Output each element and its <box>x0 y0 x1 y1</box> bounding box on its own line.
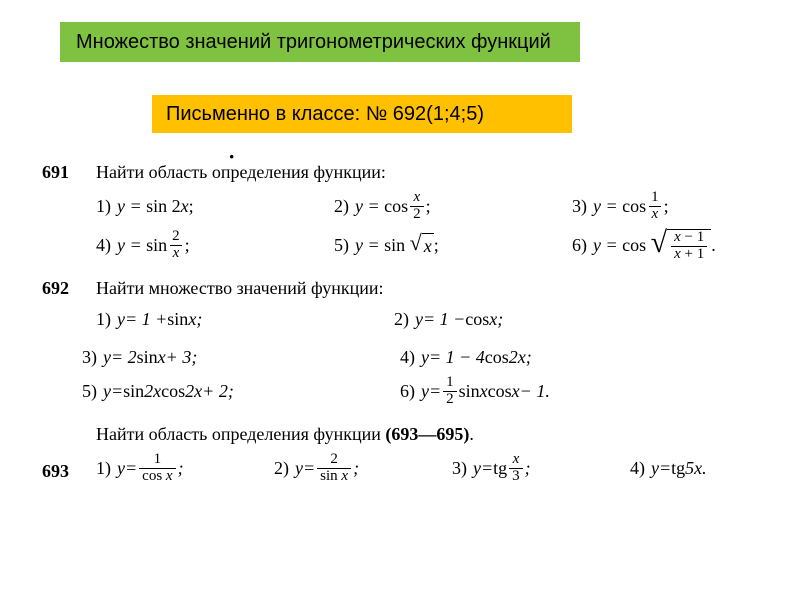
problem-693-items: 1) y = 1cos x; 2) y = 2sin x; 3) y = tg … <box>96 452 762 491</box>
expr-693-3: y = tg x3; <box>473 452 531 485</box>
expr-691-4: y = sin 2x; <box>117 229 190 262</box>
sqrt-frac: √ x − 1x + 1 <box>651 229 712 263</box>
item-692-3: 3) y = 2 sin x + 3; <box>82 345 382 369</box>
item-692-5: 5) y = sin 2x cos 2x + 2; <box>82 379 382 403</box>
expr-692-4: y = 1 − 4 cos 2x; <box>421 345 532 369</box>
item-692-4: 4) y = 1 − 4 cos 2x; <box>400 345 532 369</box>
item-693-2: 2) y = 2sin x; <box>274 452 434 485</box>
item-692-2: 2) y = 1 − cos x; <box>394 307 503 331</box>
problem-693-row: 693 1) y = 1cos x; 2) y = 2sin x; 3) y =… <box>42 452 762 491</box>
problem-691-header: 691 Найти область определения функции: <box>42 160 762 184</box>
range-heading-row: Найти область определения функции (693—6… <box>42 422 762 446</box>
label-6: 6) <box>572 233 587 257</box>
expr-693-4: y = tg 5x. <box>651 456 707 480</box>
item-691-1: 1) y = sin 2x; <box>96 194 316 218</box>
frac-x-3: x3 <box>509 452 523 485</box>
frac-xm1-xp1: x − 1x + 1 <box>671 230 707 263</box>
frac-x-2: x2 <box>410 190 424 223</box>
label-3: 3) <box>572 194 587 218</box>
expr-692-1: y = 1 + sin x; <box>117 307 202 331</box>
problem-692-number: 692 <box>42 276 96 300</box>
item-693-3: 3) y = tg x3; <box>452 452 612 485</box>
title-banner: Множество значений тригонометрических фу… <box>60 22 580 62</box>
problem-691-items: 1) y = sin 2x; 2) y = cos x2; 3) y = cos… <box>96 190 762 268</box>
expr-691-5: y = sin √x; <box>355 233 439 258</box>
expr-691-3: y = cos 1x; <box>593 190 669 223</box>
label-2: 2) <box>334 194 349 218</box>
range-heading: Найти область определения функции (693—6… <box>96 422 762 446</box>
expr-693-1: y = 1cos x; <box>117 452 184 485</box>
frac-half: 12 <box>443 375 457 408</box>
item-691-5: 5) y = sin √x; <box>334 233 554 258</box>
content-area: 691 Найти область определения функции: 1… <box>42 160 762 496</box>
problem-692-items-b: 3) y = 2 sin x + 3; 4) y = 1 − 4 cos 2x;… <box>82 345 762 414</box>
expr-691-2: y = cos x2; <box>355 190 431 223</box>
label-5: 5) <box>334 233 349 257</box>
expr-692-2: y = 1 − cos x; <box>415 307 503 331</box>
expr-692-6: y = 12 sin x cos x − 1. <box>421 375 550 408</box>
title-text: Множество значений тригонометрических фу… <box>76 31 551 54</box>
frac-1-cosx: 1cos x <box>139 452 175 485</box>
problem-692-items: 1) y = 1 + sin x; 2) y = 1 − cos x; <box>96 307 762 337</box>
expr-691-1: y = sin 2x; <box>117 194 194 218</box>
item-691-3: 3) y = cos 1x; <box>572 190 669 223</box>
frac-2-x: 2x <box>169 229 183 262</box>
label-4: 4) <box>96 233 111 257</box>
expr-692-5: y = sin 2x cos 2x + 2; <box>103 379 234 403</box>
expr-692-3: y = 2 sin x + 3; <box>103 345 197 369</box>
problem-692-header: 692 Найти множество значений функции: <box>42 276 762 300</box>
item-693-1: 1) y = 1cos x; <box>96 452 256 485</box>
expr-693-2: y = 2sin x; <box>295 452 359 485</box>
problem-693-number: 693 <box>42 459 96 483</box>
problem-691-heading: Найти область определения функции: <box>96 160 762 184</box>
item-691-2: 2) y = cos x2; <box>334 190 554 223</box>
sqrt-x: √x <box>410 233 434 258</box>
item-691-6: 6) y = cos √ x − 1x + 1 . <box>572 229 716 263</box>
label-1: 1) <box>96 194 111 218</box>
subtitle-text: Письменно в классе: № 692(1;4;5) <box>166 103 484 126</box>
problem-691-number: 691 <box>42 160 96 184</box>
item-693-4: 4) y = tg 5x. <box>630 456 707 480</box>
item-692-1: 1) y = 1 + sin x; <box>96 307 376 331</box>
subtitle-banner: Письменно в классе: № 692(1;4;5) <box>152 95 572 133</box>
item-691-4: 4) y = sin 2x; <box>96 229 316 262</box>
item-692-6: 6) y = 12 sin x cos x − 1. <box>400 375 550 408</box>
frac-1-x: 1x <box>648 190 662 223</box>
frac-2-sinx: 2sin x <box>317 452 351 485</box>
expr-691-6: y = cos √ x − 1x + 1 . <box>593 229 716 263</box>
problem-692-heading: Найти множество значений функции: <box>96 276 762 300</box>
